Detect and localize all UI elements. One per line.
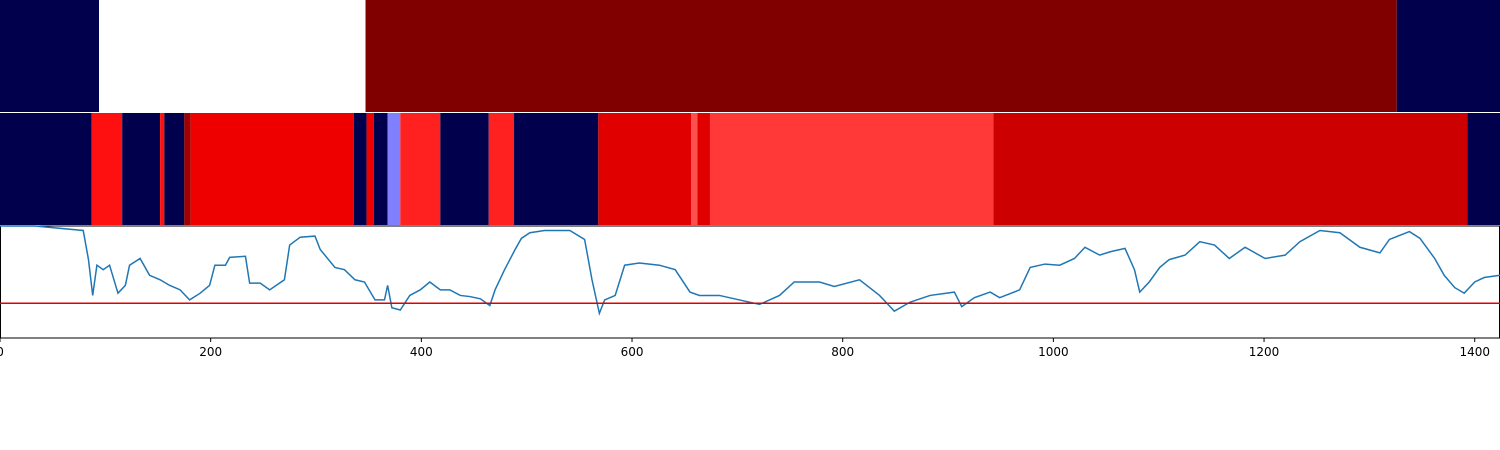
segment	[709, 113, 994, 225]
x-tick-label: 400	[410, 345, 433, 359]
segment	[91, 113, 123, 225]
segment	[0, 113, 92, 225]
segment	[488, 113, 515, 225]
segment	[164, 113, 185, 225]
segment	[440, 113, 489, 225]
segment	[122, 113, 161, 225]
segment	[184, 113, 191, 225]
plot-frame	[0, 225, 1500, 339]
segment	[697, 113, 710, 225]
segment	[514, 113, 599, 225]
x-tick-label: 0	[0, 345, 4, 359]
segment	[160, 113, 165, 225]
x-tick-label: 800	[831, 345, 854, 359]
segment	[373, 113, 388, 225]
line	[0, 225, 1500, 316]
segment	[366, 113, 374, 225]
x-tick-label: 1000	[1038, 345, 1069, 359]
segment	[190, 113, 354, 225]
segment	[1467, 113, 1500, 225]
segment	[993, 113, 1468, 225]
segment	[400, 113, 441, 225]
segment	[99, 0, 366, 112]
segment	[691, 113, 698, 225]
x-tick-label: 600	[621, 345, 644, 359]
segment	[1396, 0, 1500, 112]
x-tick-label: 1400	[1459, 345, 1490, 359]
x-tick-label: 1200	[1249, 345, 1280, 359]
segment	[365, 0, 1397, 112]
x-tick-label: 200	[199, 345, 222, 359]
segment	[387, 113, 401, 225]
segment	[598, 113, 692, 225]
segment	[0, 0, 100, 112]
segment	[353, 113, 367, 225]
